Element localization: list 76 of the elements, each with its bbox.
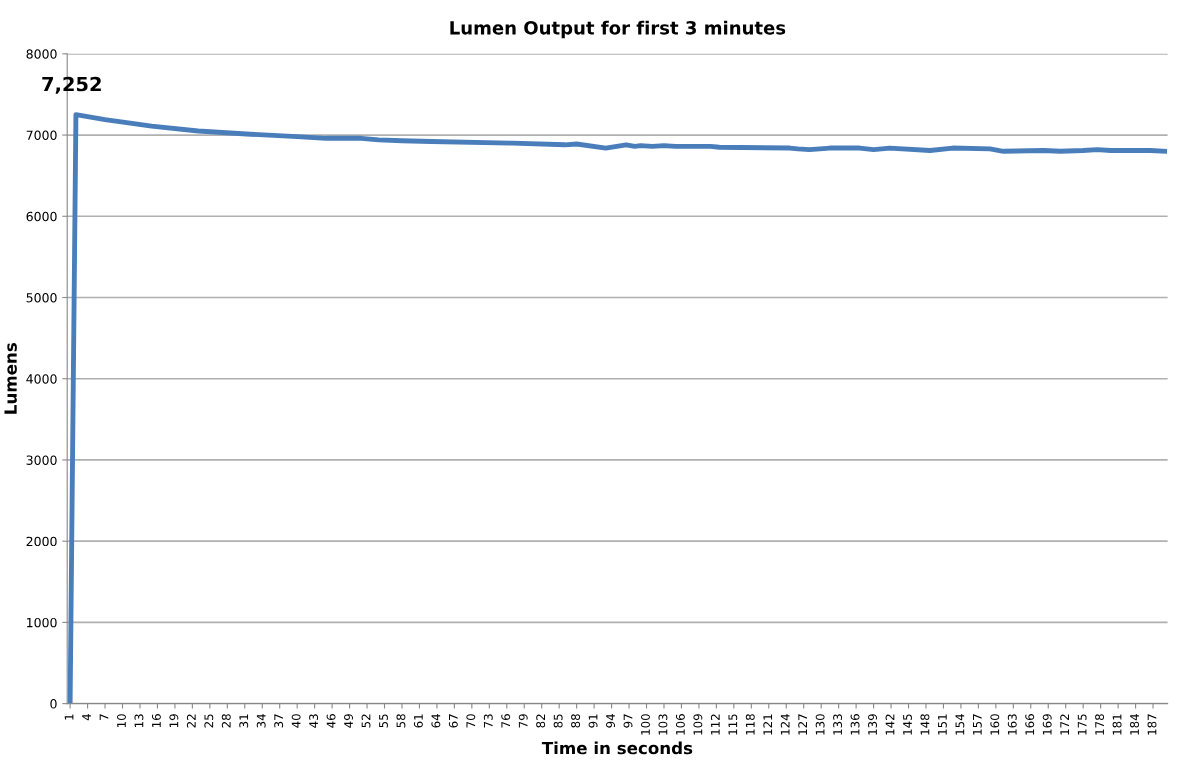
x-tick-label: 79 xyxy=(518,714,528,728)
x-tick-label: 106 xyxy=(675,714,685,735)
x-tick-label: 100 xyxy=(641,714,650,735)
x-tick-label: 118 xyxy=(745,714,755,735)
x-tick-label: 76 xyxy=(501,714,511,728)
x-tick-label: 178 xyxy=(1095,714,1105,735)
y-tick-label: 6000 xyxy=(26,211,57,222)
x-tick-label: 109 xyxy=(693,714,703,735)
x-tick-label: 16 xyxy=(151,714,161,728)
y-tick-label: 2000 xyxy=(26,536,57,547)
x-tick-label: 181 xyxy=(1112,714,1122,735)
x-tick-label: 115 xyxy=(728,714,738,735)
x-tick-label: 4 xyxy=(82,714,91,721)
x-tick-label: 175 xyxy=(1077,714,1087,735)
x-tick-label: 124 xyxy=(780,714,790,735)
x-tick-label: 49 xyxy=(344,714,353,728)
x-tick-label: 1 xyxy=(64,714,74,720)
y-tick-label: 1000 xyxy=(27,617,57,628)
x-tick-label: 133 xyxy=(833,714,843,735)
x-tick-label: 142 xyxy=(885,714,895,735)
y-tick-label: 7000 xyxy=(26,130,57,140)
x-tick-label: 148 xyxy=(920,714,930,735)
x-tick-label: 46 xyxy=(326,714,336,728)
y-tick-label: 4000 xyxy=(26,374,57,384)
x-tick-label: 103 xyxy=(658,714,668,735)
y-tick-label: 5000 xyxy=(26,292,57,303)
x-tick-label: 40 xyxy=(291,714,301,728)
x-tick-label: 28 xyxy=(221,714,231,728)
x-tick-label: 52 xyxy=(361,714,371,728)
x-tick-label: 160 xyxy=(990,714,1000,735)
y-tick-label: 8000 xyxy=(26,49,57,59)
x-tick-label: 58 xyxy=(396,714,406,728)
x-tick-label: 61 xyxy=(413,714,423,728)
x-tick-label: 64 xyxy=(431,714,441,728)
x-tick-label: 22 xyxy=(186,714,196,728)
x-tick-label: 121 xyxy=(763,714,773,735)
x-tick-label: 25 xyxy=(204,714,214,728)
x-tick-label: 184 xyxy=(1130,714,1139,735)
x-tick-label: 94 xyxy=(606,714,615,728)
x-tick-label: 151 xyxy=(938,714,947,735)
x-tick-label: 91 xyxy=(588,714,598,728)
x-tick-label: 130 xyxy=(815,714,825,735)
y-axis-title: Lumens xyxy=(4,343,17,414)
x-tick-label: 97 xyxy=(623,714,633,728)
x-tick-label: 85 xyxy=(553,714,563,728)
x-tick-label: 55 xyxy=(379,714,388,728)
x-tick-label: 139 xyxy=(868,714,877,735)
x-tick-label: 10 xyxy=(117,714,126,728)
x-tick-label: 112 xyxy=(710,714,720,735)
x-tick-label: 145 xyxy=(903,714,912,735)
annotation: 7,252 xyxy=(42,76,101,94)
x-tick-label: 82 xyxy=(536,714,546,728)
x-tick-label: 73 xyxy=(483,714,493,728)
x-tick-label: 88 xyxy=(571,714,581,728)
x-tick-label: 43 xyxy=(309,714,319,728)
x-tick-label: 67 xyxy=(448,714,458,728)
x-tick-label: 136 xyxy=(850,714,860,735)
x-tick-label: 13 xyxy=(134,714,144,728)
x-tick-label: 34 xyxy=(256,714,266,728)
x-tick-label: 127 xyxy=(798,714,807,735)
chart-title: Lumen Output for first 3 minutes xyxy=(450,20,786,39)
x-tick-label: 31 xyxy=(239,714,249,728)
x-tick-label: 157 xyxy=(973,714,982,735)
y-tick-label: 0 xyxy=(50,699,57,709)
x-axis-title: Time in seconds xyxy=(541,741,693,755)
x-tick-label: 169 xyxy=(1042,714,1052,735)
x-tick-label: 70 xyxy=(466,714,476,728)
x-tick-label: 187 xyxy=(1147,714,1157,735)
x-tick-label: 37 xyxy=(274,714,284,728)
x-tick-label: 163 xyxy=(1007,714,1017,735)
x-tick-label: 19 xyxy=(169,714,179,728)
x-tick-label: 166 xyxy=(1025,714,1035,735)
x-tick-label: 154 xyxy=(955,714,965,735)
x-tick-label: 172 xyxy=(1060,714,1069,735)
y-tick-label: 3000 xyxy=(26,455,57,465)
x-tick-label: 7 xyxy=(99,714,109,720)
